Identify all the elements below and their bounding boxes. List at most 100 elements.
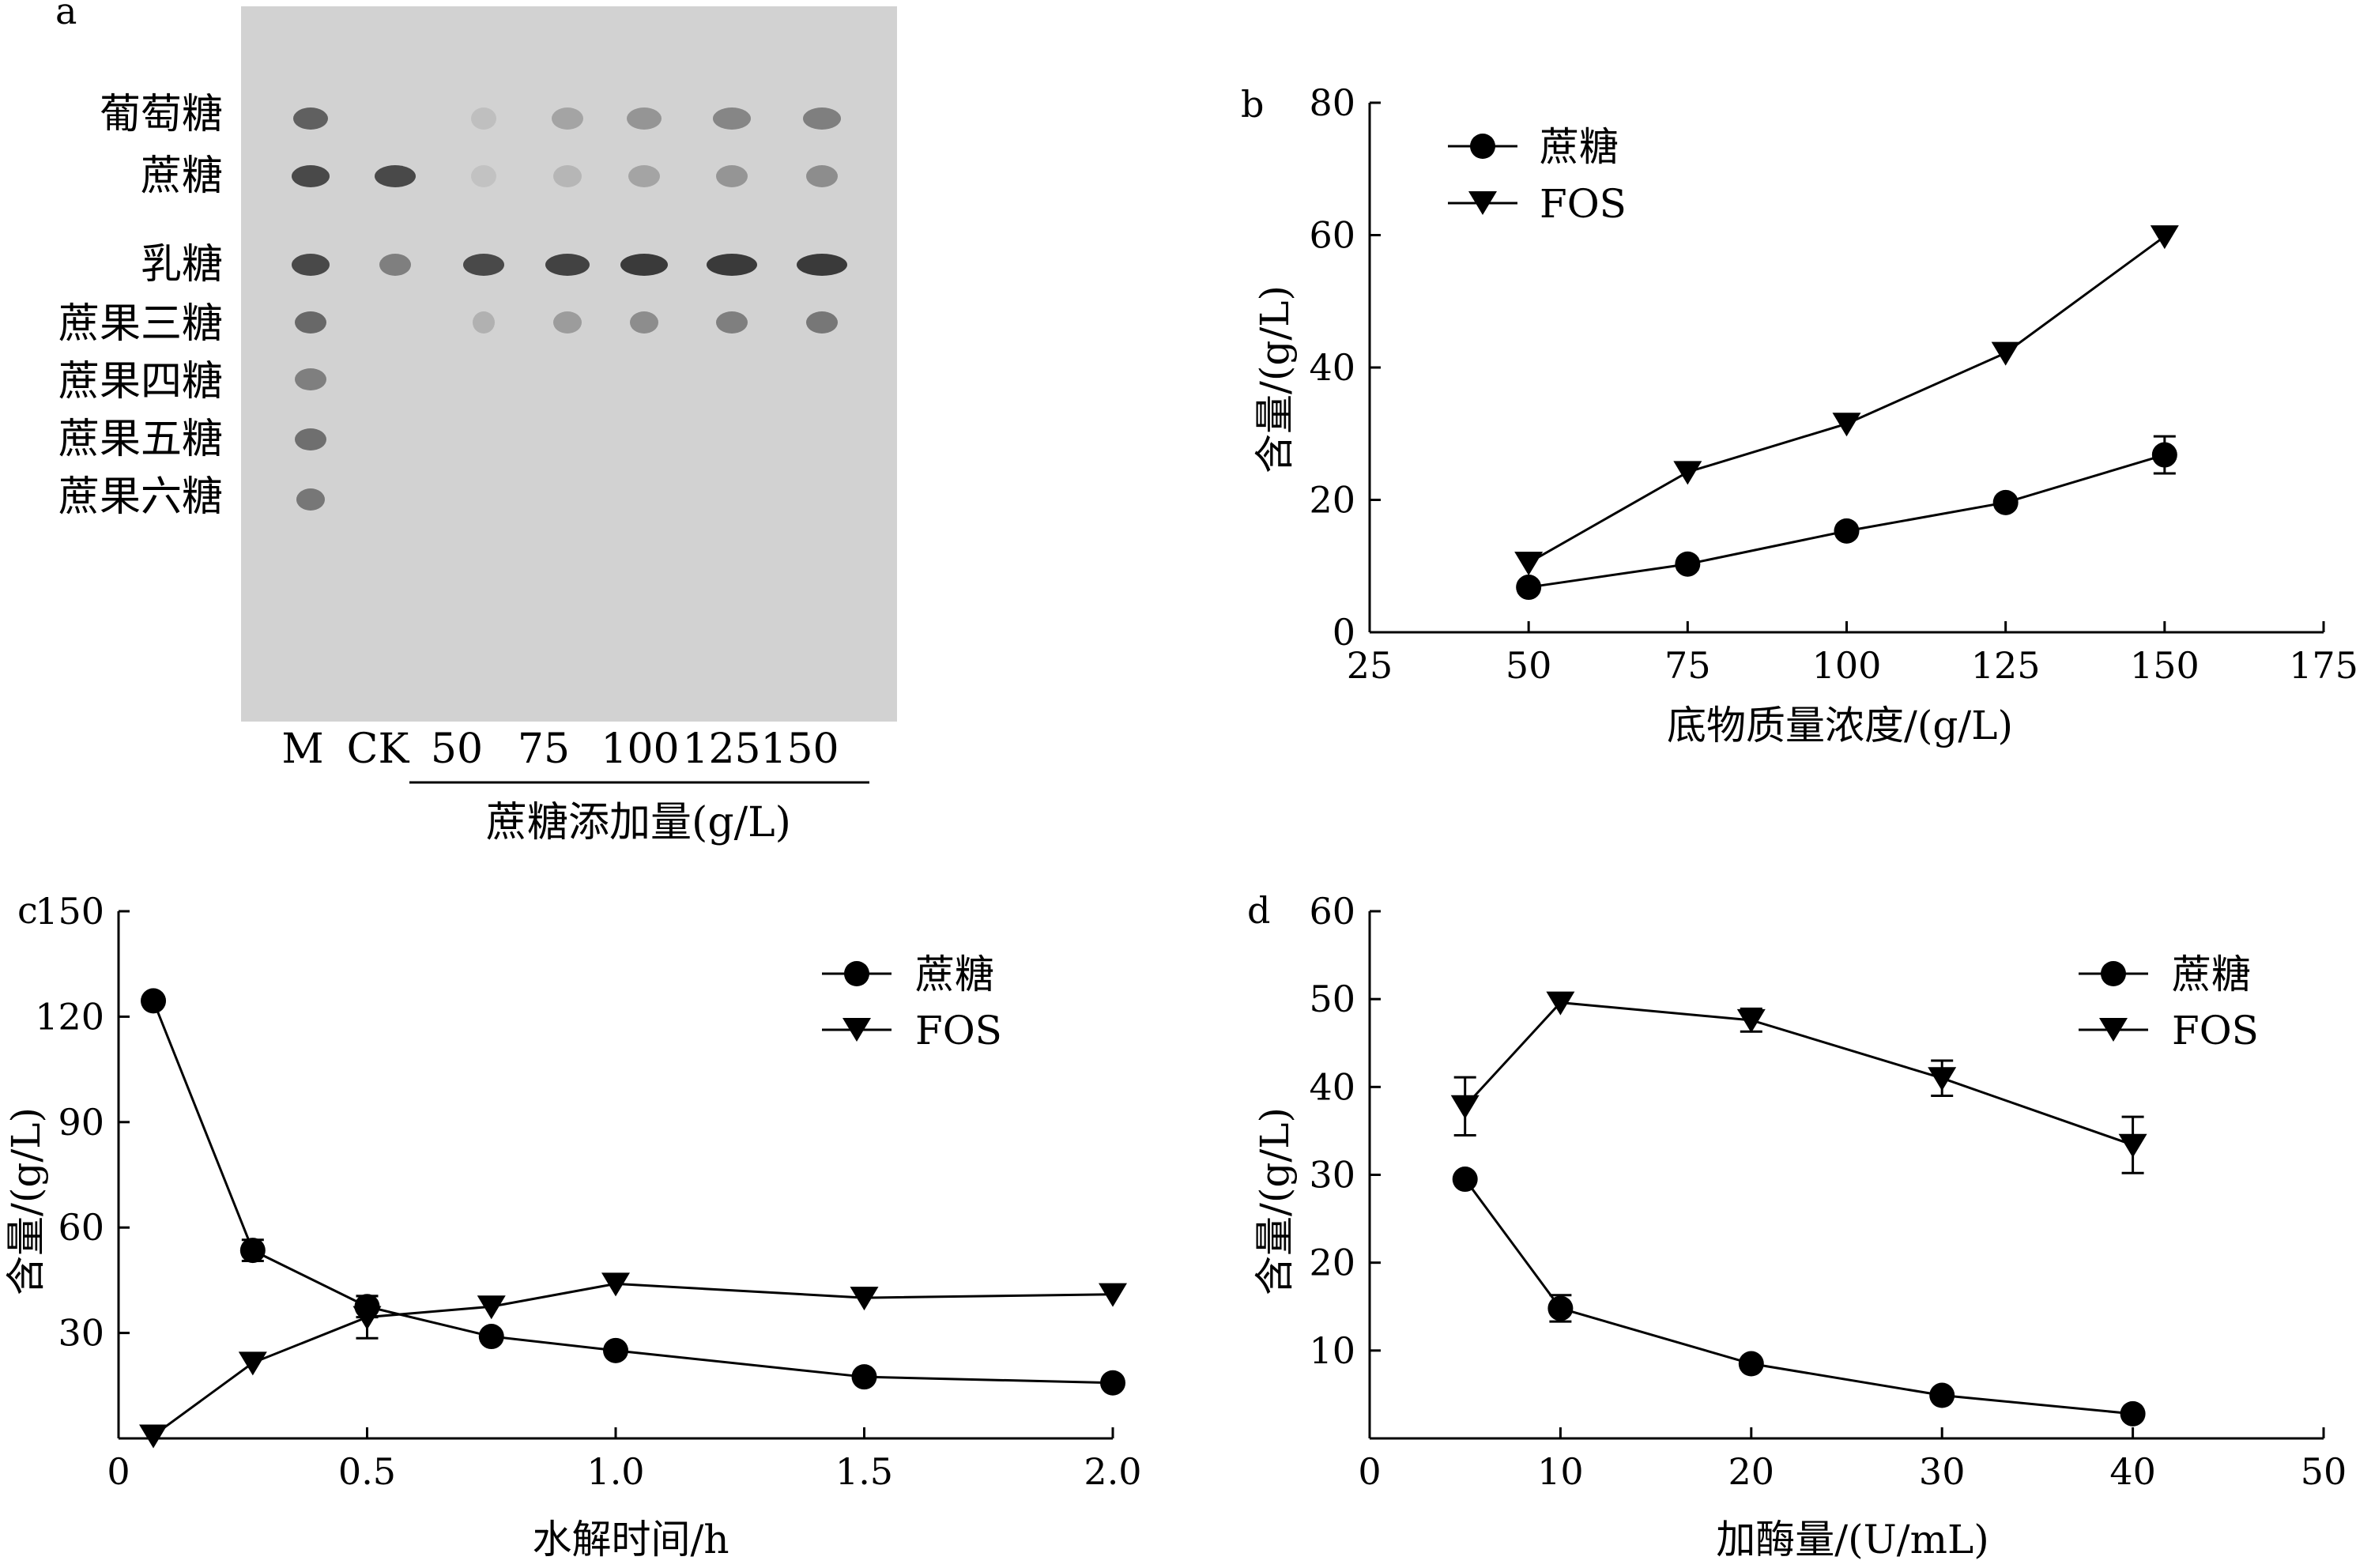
- panel-c-ylabel: 含量/(g/L): [3, 1107, 49, 1295]
- x-tick-label: 10: [1537, 1450, 1584, 1493]
- data-point-circle: [1516, 575, 1542, 601]
- panel-d-letter: d: [1247, 889, 1270, 932]
- data-point-triangle: [1832, 413, 1861, 437]
- legend-label: FOS: [1540, 181, 1627, 227]
- gel-lane-labels: M CK 50 75 100 125 150: [281, 726, 839, 773]
- y-tick-label: 20: [1309, 479, 1355, 522]
- gel-band: [806, 311, 838, 334]
- gel-lane-label: 75: [518, 726, 570, 773]
- data-point-triangle: [139, 1424, 168, 1449]
- panel-c-series: [139, 988, 1127, 1449]
- panel-c-legend: 蔗糖 FOS: [822, 952, 1002, 1054]
- series-line: [1464, 1001, 2134, 1147]
- gel-band: [620, 254, 668, 276]
- data-point-circle: [1675, 551, 1701, 577]
- gel-band: [473, 311, 495, 334]
- gel-band: [553, 165, 582, 187]
- gel-row-label: 蔗果五糖: [58, 416, 223, 463]
- data-point-triangle: [1736, 1008, 1766, 1033]
- gel-row-label: 蔗果四糖: [58, 358, 223, 405]
- y-tick-label: 50: [1309, 978, 1355, 1020]
- gel-row-label: 葡萄糖: [100, 91, 223, 138]
- gel-band: [797, 254, 847, 276]
- x-tick-label: 0: [1358, 1450, 1381, 1493]
- gel-band: [545, 254, 590, 276]
- y-tick-label: 0: [1333, 611, 1355, 654]
- data-point-circle: [1100, 1370, 1125, 1396]
- gel-band: [716, 311, 748, 334]
- gel-band: [295, 311, 326, 334]
- data-point-circle: [1452, 1167, 1478, 1193]
- gel-lane-label: M: [281, 726, 323, 773]
- panel-a-letter: a: [55, 0, 77, 32]
- panel-c-axes: [117, 910, 1114, 1440]
- gel-band: [553, 311, 582, 334]
- x-tick-label: 2.0: [1084, 1450, 1141, 1493]
- data-point-triangle: [1673, 461, 1702, 485]
- panel-c: c 0 0.5 1.0 1.5 2.0 30 60 90 120 150 水解时间/h 含量/(g…: [3, 889, 1142, 1562]
- data-point-circle: [141, 988, 167, 1014]
- data-point-circle: [239, 1238, 266, 1264]
- series-line: [152, 1000, 1114, 1385]
- x-tick-label: 40: [2109, 1450, 2156, 1493]
- gel-band: [806, 165, 838, 187]
- gel-lane-label: 125: [682, 726, 760, 773]
- y-tick-label: 40: [1309, 346, 1355, 389]
- y-tick-label: 80: [1309, 81, 1355, 124]
- data-point-triangle: [1991, 341, 2020, 366]
- y-tick-label: 20: [1309, 1242, 1355, 1284]
- gel-lane-label: 50: [431, 726, 483, 773]
- panel-c-xlabel: 水解时间/h: [532, 1517, 729, 1562]
- series-line: [1464, 1178, 2133, 1415]
- data-point-circle: [1929, 1382, 1955, 1408]
- panel-b-axes: [1368, 101, 2325, 634]
- gel-band: [292, 165, 330, 187]
- panel-b-letter: b: [1241, 83, 1264, 126]
- legend-marker-triangle: [2099, 1018, 2128, 1042]
- gel-row-label: 蔗果三糖: [58, 300, 223, 348]
- panel-d-legend: 蔗糖 FOS: [2079, 952, 2259, 1054]
- panel-a: a 葡萄糖 蔗糖 乳糖 蔗果三糖 蔗果四糖 蔗果五糖 蔗果六糖 M CK 50 …: [55, 0, 897, 846]
- panel-b-legend: 蔗糖 FOS: [1448, 124, 1627, 227]
- panel-b-series: [1514, 225, 2179, 601]
- y-tick-label: 60: [1309, 890, 1355, 933]
- data-point-triangle: [1546, 991, 1575, 1016]
- gel-band: [630, 311, 658, 334]
- gel-group-label: 蔗糖添加量(g/L): [486, 799, 791, 846]
- gel-band: [292, 254, 330, 276]
- gel-band: [552, 107, 583, 130]
- panel-d-xlabel: 加酶量/(U/mL): [1716, 1517, 1988, 1562]
- gel-band: [295, 368, 326, 390]
- legend-label: 蔗糖: [1540, 124, 1619, 170]
- panel-d-ylabel: 含量/(g/L): [1252, 1107, 1298, 1295]
- y-tick-label: 90: [58, 1101, 104, 1144]
- gel-band: [471, 165, 496, 187]
- legend-marker-triangle: [1468, 191, 1497, 215]
- gel-band: [375, 165, 416, 187]
- gel-row-label: 蔗果六糖: [58, 473, 223, 521]
- legend-label: 蔗糖: [2172, 952, 2251, 997]
- gel-lane-label: 100: [601, 726, 679, 773]
- panel-c-tick-labels: 0 0.5 1.0 1.5 2.0 30 60 90 120 150: [35, 890, 1141, 1493]
- series-line: [153, 1282, 1114, 1437]
- data-point-triangle: [477, 1295, 506, 1320]
- gel-band: [293, 107, 328, 130]
- x-tick-label: 50: [2301, 1450, 2347, 1493]
- gel-band: [716, 165, 748, 187]
- x-tick-label: 50: [1506, 644, 1552, 687]
- gel-band: [471, 107, 496, 130]
- data-point-triangle: [601, 1272, 630, 1297]
- data-point-triangle: [850, 1287, 879, 1311]
- legend-marker-circle: [1470, 134, 1495, 159]
- panel-b-ylabel: 含量/(g/L): [1252, 285, 1298, 473]
- x-tick-label: 1.5: [835, 1450, 893, 1493]
- legend-label: FOS: [915, 1008, 1002, 1054]
- data-point-triangle: [1450, 1095, 1480, 1119]
- x-tick-label: 0: [107, 1450, 130, 1493]
- gel-band: [628, 165, 660, 187]
- panel-d-axes: [1368, 910, 2325, 1440]
- y-tick-label: 30: [58, 1312, 104, 1355]
- x-tick-label: 100: [1812, 644, 1882, 687]
- series-line: [1528, 235, 2166, 564]
